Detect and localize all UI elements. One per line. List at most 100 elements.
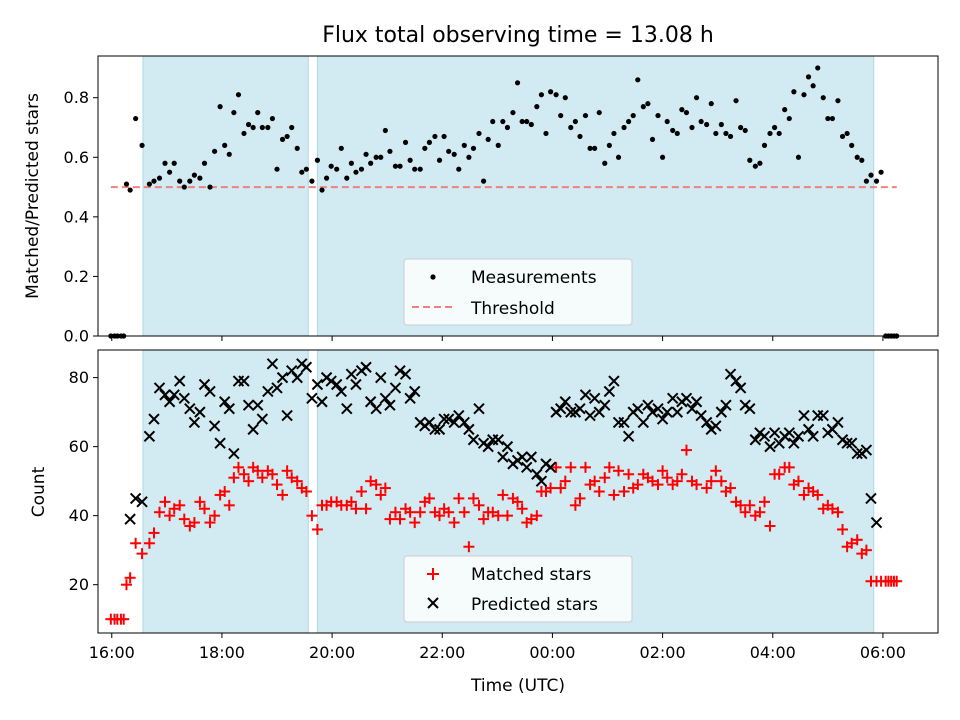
matched-star-marker <box>773 468 785 480</box>
matched-star-marker <box>754 506 766 518</box>
matched-star-marker <box>565 461 577 473</box>
measurement-point <box>747 157 753 163</box>
predicted-star-marker <box>599 399 611 411</box>
measurement-point <box>723 130 729 137</box>
matched-star-marker <box>389 506 401 518</box>
matched-star-marker <box>219 486 231 497</box>
measurement-point <box>167 169 173 175</box>
matched-star-marker <box>453 492 465 504</box>
measurement-point <box>791 89 797 95</box>
measurement-point <box>299 169 305 175</box>
measurement-point <box>151 178 157 184</box>
predicted-star-marker <box>744 402 756 415</box>
matched-star-marker <box>286 472 298 484</box>
measurement-point <box>849 142 855 148</box>
predicted-star-marker <box>325 375 337 387</box>
measurement-point <box>514 80 521 86</box>
predicted-star-marker <box>341 402 353 415</box>
predicted-star-marker <box>404 392 416 405</box>
matched-star-marker <box>705 475 717 487</box>
predicted-star-marker <box>389 382 402 394</box>
matched-star-marker <box>512 496 524 508</box>
measurement-point <box>820 95 826 101</box>
matched-star-marker <box>434 510 446 522</box>
matched-star-marker <box>661 472 673 484</box>
predicted-star-marker <box>360 361 372 373</box>
predicted-star-marker <box>845 437 858 449</box>
bottom-y-tick-label: 20 <box>69 575 89 594</box>
x-tick-label: 06:00 <box>860 643 906 662</box>
matched-star-marker <box>671 475 683 487</box>
measurement-point <box>368 160 374 166</box>
predicted-star-marker <box>463 423 475 436</box>
measurement-point <box>255 109 261 116</box>
matched-star-marker <box>256 472 268 484</box>
predicted-star-marker <box>783 427 795 439</box>
measurement-point <box>645 101 651 107</box>
top-observing-window-1 <box>142 55 309 337</box>
matched-star-marker <box>281 465 293 477</box>
matched-star-marker <box>676 468 688 480</box>
predicted-star-marker <box>671 406 683 418</box>
matched-star-marker <box>550 461 562 473</box>
measurement-point <box>704 121 710 128</box>
predicted-star-marker <box>832 416 844 429</box>
predicted-star-marker <box>544 461 557 474</box>
measurement-point <box>611 130 617 137</box>
legend-threshold-label: Threshold <box>470 299 555 319</box>
measurement-point <box>123 181 130 187</box>
matched-star-marker <box>365 475 377 487</box>
measurement-point <box>801 92 807 98</box>
measurement-point <box>708 101 714 107</box>
matched-star-marker <box>228 472 240 484</box>
measurement-point <box>742 127 748 134</box>
measurement-point <box>761 142 768 148</box>
matched-star-marker <box>143 537 155 549</box>
matched-star-marker <box>559 475 571 487</box>
matched-star-marker <box>277 489 289 501</box>
predicted-star-marker <box>438 413 450 425</box>
measurement-point <box>432 133 438 140</box>
top-y-axis-label: Matched/Predicted stars <box>23 93 43 299</box>
predicted-star-marker <box>370 402 382 415</box>
predicted-star-marker <box>817 409 829 422</box>
measurement-point <box>630 112 636 119</box>
measurement-point <box>596 109 602 116</box>
predicted-star-marker <box>497 451 509 463</box>
matched-star-marker <box>574 492 586 504</box>
measurement-point <box>587 145 593 151</box>
measurement-point <box>504 124 511 131</box>
x-axis-label: Time (UTC) <box>470 676 565 696</box>
x-tick-label: 04:00 <box>750 643 796 662</box>
predicted-star-marker <box>238 375 250 387</box>
legend-measurements-label: Measurements <box>471 268 597 288</box>
measurement-point <box>171 160 177 166</box>
measurement-point <box>547 89 554 95</box>
predicted-star-marker <box>256 413 269 425</box>
matched-star-marker <box>589 475 601 487</box>
predicted-star-marker <box>656 413 669 425</box>
measurement-point <box>621 124 627 131</box>
predicted-star-marker <box>482 440 494 453</box>
measurement-point <box>659 154 666 160</box>
measurement-point <box>863 178 869 184</box>
matched-star-marker <box>603 461 615 473</box>
matched-star-marker <box>130 537 142 549</box>
measurement-point <box>436 157 443 163</box>
matched-star-marker <box>414 506 426 518</box>
measurement-point <box>235 92 242 98</box>
measurement-point <box>602 160 608 166</box>
matched-star-marker <box>497 489 509 501</box>
measurement-point <box>752 163 758 169</box>
matched-star-marker <box>124 572 136 584</box>
matched-star-marker <box>691 479 703 491</box>
measurement-point <box>187 178 193 184</box>
measurement-point <box>274 166 280 172</box>
predicted-star-marker <box>228 447 240 460</box>
predicted-star-marker <box>276 371 289 384</box>
predicted-star-marker <box>168 389 180 401</box>
predicted-star-marker <box>525 451 538 463</box>
predicted-star-marker <box>730 375 742 387</box>
matched-star-marker <box>764 520 776 532</box>
matched-star-marker <box>646 475 658 487</box>
